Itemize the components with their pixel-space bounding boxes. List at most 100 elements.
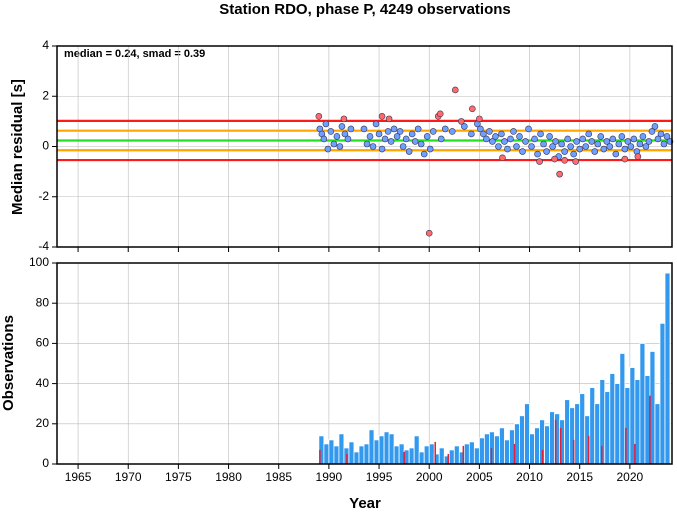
point — [572, 158, 579, 165]
point — [411, 138, 419, 145]
point — [537, 130, 544, 138]
point — [363, 140, 371, 148]
bar — [333, 445, 340, 465]
point — [385, 115, 393, 123]
point — [564, 135, 571, 143]
bar — [373, 439, 380, 465]
x-tick-label: 1995 — [366, 470, 393, 484]
bar — [509, 429, 515, 465]
point — [556, 170, 563, 178]
point — [654, 135, 662, 143]
x-tick-label: 1985 — [265, 470, 292, 484]
point — [639, 133, 647, 140]
point — [636, 140, 644, 148]
point — [486, 128, 493, 135]
point — [476, 115, 483, 123]
bar — [619, 353, 626, 465]
bar — [519, 415, 525, 465]
bar — [328, 439, 335, 465]
point — [396, 128, 404, 135]
point — [519, 148, 526, 155]
bar — [499, 427, 505, 465]
x-tick-label: 2000 — [416, 470, 443, 484]
point — [531, 135, 538, 143]
point — [657, 130, 665, 138]
point — [429, 128, 437, 135]
plot-frame — [56, 45, 673, 248]
y-tick-label: 4 — [42, 38, 49, 52]
point — [525, 125, 532, 133]
point — [399, 143, 407, 150]
bar — [564, 399, 571, 465]
point — [499, 154, 506, 162]
point — [451, 86, 459, 94]
y-tick-label: 0 — [42, 139, 49, 153]
bar — [654, 403, 661, 465]
point — [341, 130, 349, 138]
x-tick-label: 1965 — [65, 470, 92, 484]
point — [579, 135, 587, 143]
bar — [338, 433, 345, 465]
bar — [644, 375, 651, 465]
bar — [453, 445, 460, 465]
point — [618, 133, 626, 140]
point — [534, 150, 541, 158]
bar — [353, 451, 360, 465]
point — [448, 128, 456, 135]
point — [333, 133, 341, 140]
point — [425, 229, 433, 237]
point — [378, 145, 386, 153]
point — [594, 140, 602, 148]
y-tick-label: 40 — [36, 376, 50, 390]
point — [360, 125, 368, 133]
point — [501, 138, 508, 145]
y-tick-label: 80 — [36, 295, 50, 309]
point — [513, 143, 520, 150]
y-tick-label: 100 — [29, 255, 49, 269]
point — [510, 128, 517, 135]
point — [480, 130, 487, 138]
point — [552, 138, 559, 145]
bar — [629, 367, 636, 465]
bar — [393, 445, 400, 465]
point — [582, 143, 590, 150]
point — [634, 153, 642, 160]
point — [624, 138, 632, 145]
point — [402, 135, 410, 143]
bar — [579, 393, 586, 465]
point — [387, 138, 395, 145]
point — [381, 135, 389, 143]
bar — [549, 411, 556, 465]
point — [551, 155, 558, 163]
point — [615, 140, 623, 148]
bar — [428, 443, 435, 465]
point — [603, 138, 611, 145]
point — [536, 158, 543, 165]
bar — [589, 387, 596, 465]
bar — [448, 449, 455, 465]
point — [621, 145, 629, 153]
y-tick-label: -4 — [38, 239, 49, 253]
y-axis-label: Observations — [0, 315, 17, 411]
point — [609, 135, 617, 143]
point — [390, 125, 398, 133]
bar — [639, 342, 646, 465]
point — [320, 135, 328, 143]
point — [492, 133, 499, 140]
point — [426, 145, 434, 153]
point — [483, 135, 490, 143]
point — [344, 135, 352, 143]
bar — [604, 391, 611, 465]
point — [327, 128, 335, 135]
bar — [574, 403, 581, 465]
point — [437, 135, 445, 143]
point — [436, 110, 444, 118]
point — [591, 148, 599, 155]
y-tick-label: 2 — [42, 88, 49, 102]
point — [561, 148, 568, 155]
point — [315, 113, 323, 120]
point — [516, 133, 523, 140]
point — [540, 140, 547, 148]
point — [417, 140, 425, 148]
bar — [534, 427, 540, 465]
